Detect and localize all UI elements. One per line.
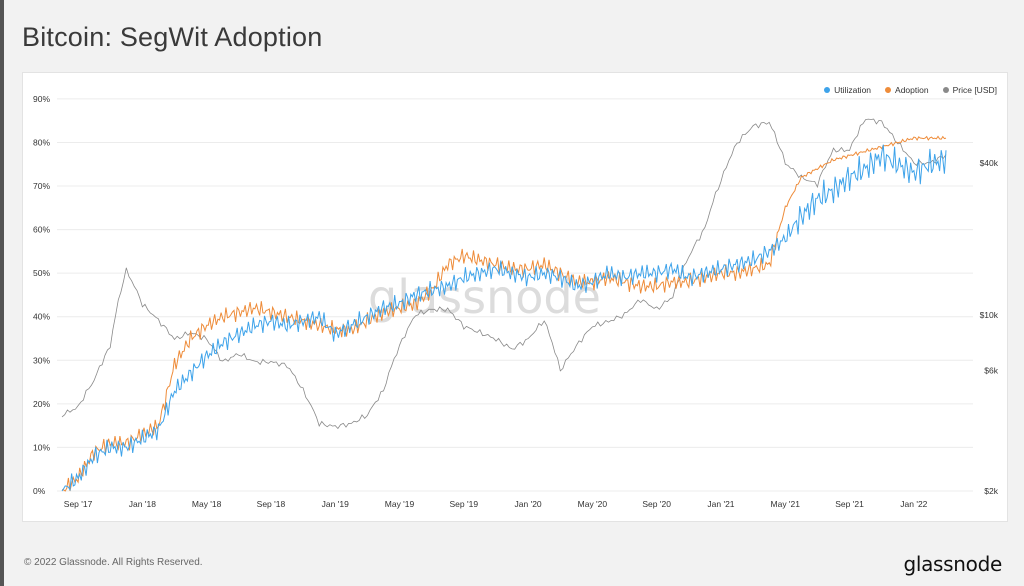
chart-legend: Utilization Adoption Price [USD] <box>824 85 997 95</box>
grid-lines <box>57 98 973 492</box>
legend-item-price[interactable]: Price [USD] <box>942 85 997 95</box>
legend-dot-adoption <box>885 87 892 93</box>
legend-item-utilization[interactable]: Utilization <box>824 85 871 95</box>
x-tick-label: Jan '21 <box>707 499 734 509</box>
legend-label-adoption: Adoption <box>895 85 929 95</box>
x-tick-label: Jan '18 <box>129 499 156 509</box>
x-tick-label: Jan '20 <box>515 499 542 509</box>
y-left-tick-label: 60% <box>33 225 50 235</box>
x-tick-label: May '19 <box>385 499 415 509</box>
x-tick-label: Sep '19 <box>450 499 479 509</box>
y-left-tick-label: 10% <box>33 442 50 452</box>
page-title: Bitcoin: SegWit Adoption <box>22 22 323 52</box>
legend-dot-utilization <box>824 87 831 93</box>
y-left-tick-label: 80% <box>33 137 50 147</box>
glassnode-logo: glassnode <box>903 552 1002 576</box>
legend-item-adoption[interactable]: Adoption <box>885 85 929 95</box>
chart-panel: glassnode 0% 10% 20% 30% 40% 50% 60% 70% 80% 90% S… <box>22 72 1008 522</box>
footer-copyright: © 2022 Glassnode. All Rights Reserved. <box>24 557 203 568</box>
y-left-tick-label: 90% <box>33 94 50 104</box>
y-left-tick-label: 30% <box>33 355 50 365</box>
series-layer <box>61 118 947 492</box>
x-tick-label: Jan '22 <box>900 499 927 509</box>
y-right-tick-label: $2k <box>984 486 998 496</box>
y-left-tick-label: 50% <box>33 268 50 278</box>
x-tick-label: Sep '21 <box>835 499 864 509</box>
x-tick-label: Sep '18 <box>257 499 286 509</box>
series-line-adoption <box>61 135 947 492</box>
x-tick-label: Jan '19 <box>322 499 349 509</box>
left-edge-rule <box>0 0 4 586</box>
chart-svg: glassnode 0% 10% 20% 30% 40% 50% 60% 70% 80% 90% S… <box>33 94 999 509</box>
y-left-tick-label: 20% <box>33 399 50 409</box>
y-right-tick-label: $10k <box>980 310 999 320</box>
watermark: glassnode <box>368 270 601 324</box>
series-line-price <box>61 118 947 430</box>
legend-label-price: Price [USD] <box>952 85 997 95</box>
y-left-tick-label: 70% <box>33 181 50 191</box>
y-left-tick-label: 0% <box>33 486 46 496</box>
x-tick-label: Sep '20 <box>642 499 671 509</box>
x-tick-label: May '21 <box>771 499 801 509</box>
x-tick-label: May '18 <box>192 499 222 509</box>
axis-labels: 0% 10% 20% 30% 40% 50% 60% 70% 80% 90% Sep '17 Jan … <box>33 94 999 509</box>
y-left-tick-label: 40% <box>33 312 50 322</box>
y-right-tick-label: $6k <box>984 366 998 376</box>
x-tick-label: Sep '17 <box>64 499 93 509</box>
y-right-tick-label: $40k <box>980 158 999 168</box>
legend-label-utilization: Utilization <box>834 85 872 95</box>
series-line-utilization <box>61 144 947 492</box>
x-tick-label: May '20 <box>578 499 608 509</box>
legend-dot-price <box>942 87 949 93</box>
